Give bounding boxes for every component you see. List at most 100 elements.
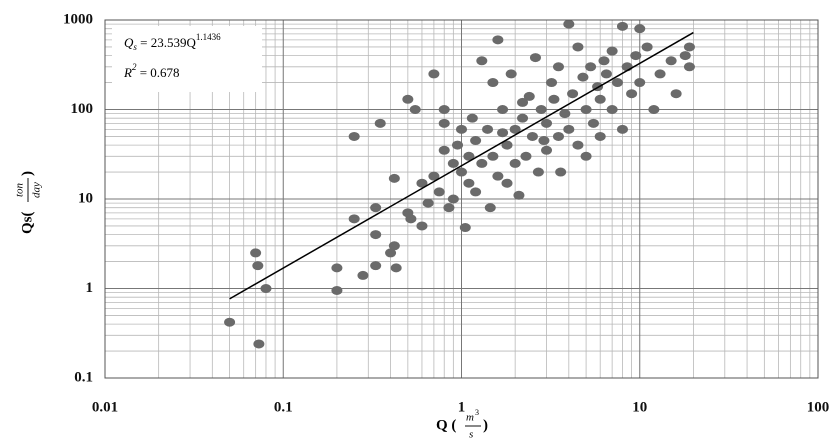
point [641,42,653,52]
r2-text: = 0.678 [136,65,179,80]
point [331,285,343,295]
point [563,19,575,29]
point [456,124,467,134]
point [616,21,628,31]
point [563,124,575,134]
point [567,89,579,99]
r2-exponent: 2 [132,62,137,72]
eq-exponent: 1.1436 [196,32,221,42]
point [572,140,584,150]
point [487,151,499,161]
point [370,203,382,213]
point [416,221,428,231]
point [509,158,521,168]
point [331,263,343,273]
y-label-numerator: ton [14,182,26,197]
x-tick-label: 1 [458,399,466,415]
point [513,190,525,200]
y-label-text: Qs( [19,211,35,234]
point [630,51,642,61]
y-tick-label: 1000 [63,11,93,27]
point [476,158,488,168]
point [405,214,417,224]
point [665,56,677,66]
point [492,35,504,45]
point [374,118,386,128]
point [548,94,560,104]
point [348,131,360,141]
eq-subscript: s [133,42,137,52]
y-tick-label: 1 [86,280,94,296]
eq-text: = 23.539Q [137,35,197,50]
y-tick-label: 0.1 [74,369,93,385]
plot-frame [104,19,819,379]
point [459,223,471,233]
y-tick-label: 100 [71,101,94,117]
marks [224,19,695,349]
equation: Qs = 23.539Q1.1436 [124,32,221,52]
point [555,167,567,177]
point [463,151,475,161]
point [385,248,397,258]
r-squared: R2 = 0.678 [123,62,180,80]
point [580,105,592,114]
point [541,145,553,155]
point [552,62,564,72]
point [447,158,459,168]
point [250,248,262,258]
x-label-numerator: m [466,412,474,424]
point [577,72,589,82]
point [487,78,499,88]
x-label-denominator: s [469,429,473,439]
point [520,151,532,161]
point [546,78,558,88]
point [422,198,434,208]
trendline [229,31,694,300]
point [552,131,564,141]
point [594,131,606,141]
point [433,187,445,197]
point [509,124,521,134]
point [476,56,488,66]
point [402,94,414,104]
point [594,94,606,104]
point [447,194,459,204]
y-label-denominator: day [31,182,43,198]
x-label-exponent: 3 [475,408,479,417]
point [634,24,646,34]
point [357,270,369,280]
point [416,178,428,188]
point [538,136,550,146]
x-axis-label: Q ( m 3 s ) [436,408,488,439]
point [654,69,666,79]
point [585,62,597,72]
point [606,105,618,114]
point [541,118,553,128]
point [463,178,475,188]
point [580,151,592,161]
point [532,167,544,177]
point [370,261,382,271]
point [428,171,440,181]
point [484,203,496,213]
point [683,42,695,52]
point [348,214,360,224]
y-label-close: ) [19,171,35,176]
point [388,241,400,251]
point [648,105,660,114]
point [390,263,402,273]
point [587,118,599,128]
point [501,140,513,150]
x-label-text: Q ( [436,417,456,433]
x-tick-label: 100 [807,399,830,415]
point [456,167,467,177]
point [497,105,509,114]
point [497,128,509,138]
point [679,51,691,61]
point [572,42,584,52]
point [505,69,517,79]
x-label-close: ) [483,417,488,433]
point [370,230,382,240]
point [466,113,478,123]
point [600,69,612,79]
